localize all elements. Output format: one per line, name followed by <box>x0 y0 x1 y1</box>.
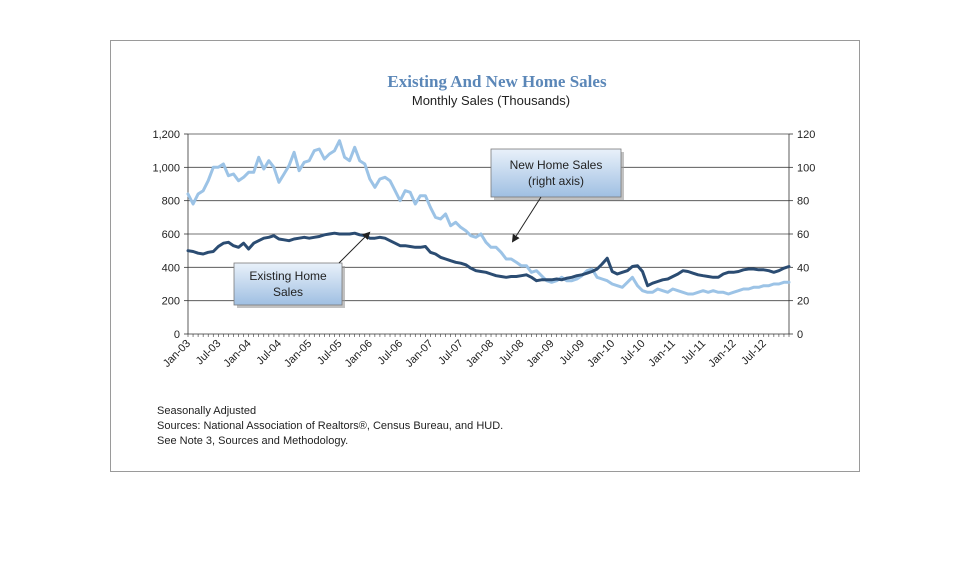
y-right-tick-label: 120 <box>797 129 815 141</box>
x-tick-label: Jan-04 <box>221 338 253 370</box>
y-right-tick-label: 100 <box>797 162 815 174</box>
x-tick-label: Jul-04 <box>254 338 284 368</box>
y-left-tick-label: 1,000 <box>152 162 180 174</box>
x-tick-label: Jul-12 <box>739 338 769 368</box>
callouts: New Home Sales (right axis) Existing Home S… <box>233 148 624 308</box>
callout-box <box>490 148 622 198</box>
x-tick-label: Jul-06 <box>376 338 406 368</box>
y-left-tick-label: 800 <box>162 196 180 208</box>
chart-frame: Existing And New Home Sales Monthly Sale… <box>110 40 860 472</box>
callout-arrow <box>338 231 371 264</box>
note-seasonally-adjusted: Seasonally Adjusted <box>157 405 256 417</box>
new-home-sales-callout: New Home Sales (right axis) <box>490 148 624 243</box>
x-tick-label: Jan-03 <box>161 338 193 370</box>
chart-subtitle: Monthly Sales (Thousands) <box>412 93 570 108</box>
y-right-tick-label: 40 <box>797 262 809 274</box>
callout-label: Sales <box>273 285 303 299</box>
x-tick-label: Jul-10 <box>618 338 648 368</box>
x-tick-label: Jan-11 <box>646 338 678 370</box>
x-tick-label: Jul-11 <box>679 338 708 367</box>
y-left-tick-label: 600 <box>162 229 180 241</box>
new-home-sales-line <box>186 139 791 296</box>
x-tick-label: Jan-05 <box>282 338 314 370</box>
x-tick-label: Jul-07 <box>436 338 466 368</box>
y-right-tick-label: 80 <box>797 196 809 208</box>
x-tick-label: Jan-08 <box>464 338 496 370</box>
x-tick-label: Jan-12 <box>706 338 738 370</box>
x-tick-label: Jul-08 <box>497 338 527 368</box>
note-sources: Sources: National Association of Realtor… <box>157 420 503 432</box>
callout-label: (right axis) <box>528 174 584 188</box>
x-tick-label: Jul-05 <box>315 338 345 368</box>
x-tick-label: Jan-09 <box>524 338 556 370</box>
line-chart: Existing And New Home Sales Monthly Sale… <box>152 72 815 447</box>
y-right-tick-label: 0 <box>797 329 803 341</box>
existing-home-sales-line <box>186 231 791 288</box>
callout-arrow <box>511 196 542 243</box>
y-left-tick-label: 200 <box>162 296 180 308</box>
callout-label: New Home Sales <box>510 158 603 172</box>
x-tick-label: Jan-07 <box>403 338 435 370</box>
series-lines <box>186 139 791 296</box>
x-tick-label: Jul-09 <box>557 338 587 368</box>
notes: Seasonally Adjusted Sources: National As… <box>157 405 503 447</box>
note-methodology: See Note 3, Sources and Methodology. <box>157 435 348 447</box>
callout-box <box>233 262 343 306</box>
y-left-tick-label: 1,200 <box>152 129 180 141</box>
existing-home-sales-callout: Existing Home Sales <box>233 231 371 308</box>
x-tick-label: Jan-10 <box>585 338 617 370</box>
chart-title: Existing And New Home Sales <box>387 72 607 91</box>
x-tick-label: Jan-06 <box>343 338 375 370</box>
y-left-tick-label: 0 <box>174 329 180 341</box>
x-tick-label: Jul-03 <box>194 338 224 368</box>
y-right-tick-label: 20 <box>797 296 809 308</box>
y-right-tick-label: 60 <box>797 229 809 241</box>
y-left-tick-label: 400 <box>162 262 180 274</box>
callout-label: Existing Home <box>249 269 327 283</box>
